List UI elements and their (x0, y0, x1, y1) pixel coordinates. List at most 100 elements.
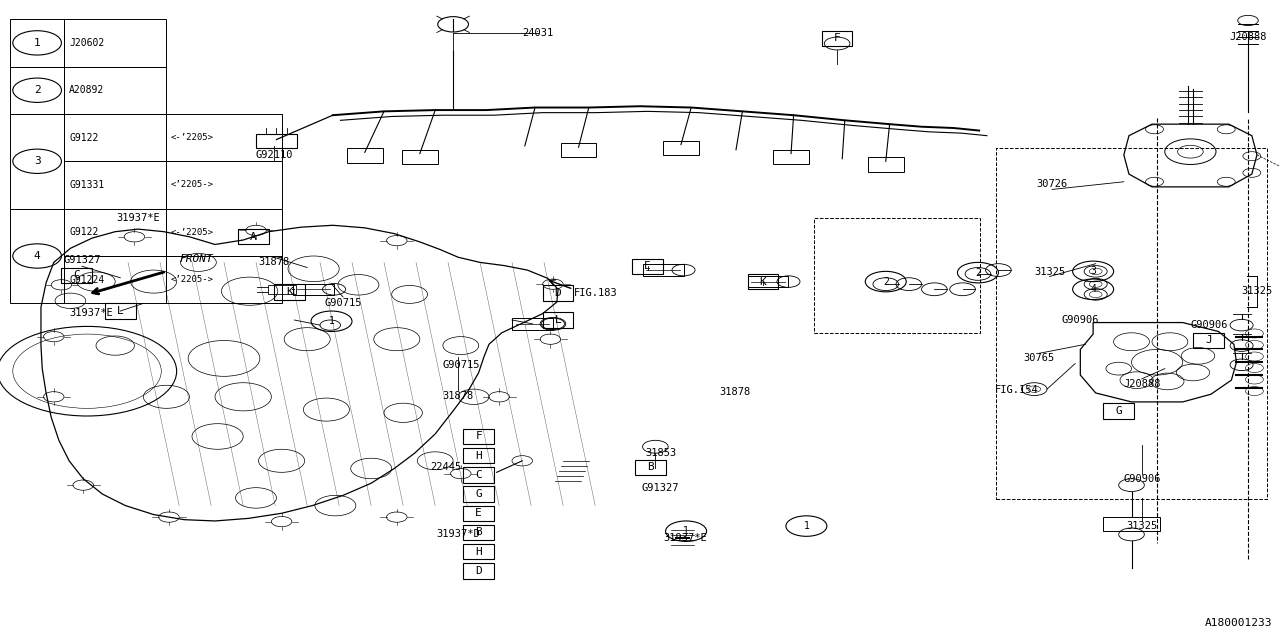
Text: 1: 1 (684, 526, 689, 536)
Bar (1103, 403, 1134, 419)
Bar (256, 134, 297, 148)
Text: 2: 2 (975, 268, 980, 278)
Text: G90906: G90906 (1061, 315, 1100, 325)
Bar (1193, 333, 1224, 348)
Text: G91327: G91327 (63, 255, 101, 265)
Bar (561, 143, 596, 157)
Text: <-’2205>: <-’2205> (170, 133, 214, 142)
Text: F: F (475, 431, 483, 442)
Bar (773, 150, 809, 164)
Bar (543, 285, 573, 301)
Bar (463, 506, 494, 521)
Bar (512, 318, 553, 330)
Text: 2: 2 (33, 85, 41, 95)
Bar (632, 259, 663, 274)
Bar (166, 256, 282, 303)
Text: J: J (1204, 335, 1212, 346)
Text: G9122: G9122 (69, 132, 99, 143)
Text: L: L (554, 315, 562, 325)
Bar (463, 429, 494, 444)
Text: G91331: G91331 (69, 180, 105, 190)
Bar (663, 141, 699, 155)
Text: A: A (250, 232, 257, 242)
Text: K: K (759, 276, 767, 287)
Text: 1: 1 (33, 38, 41, 48)
Bar (996, 148, 1267, 499)
Text: G91327: G91327 (641, 483, 680, 493)
Text: 31937*E: 31937*E (69, 308, 113, 318)
Bar (293, 284, 334, 295)
Text: B: B (475, 527, 483, 538)
Text: <-’2205>: <-’2205> (170, 228, 214, 237)
Text: 31325: 31325 (1126, 521, 1157, 531)
Text: A20892: A20892 (69, 85, 105, 95)
Text: G9122: G9122 (69, 227, 99, 237)
Text: 24031: 24031 (522, 28, 553, 38)
Text: D: D (554, 288, 562, 298)
Bar (238, 229, 269, 244)
Bar (166, 161, 282, 209)
Bar (61, 268, 92, 283)
Text: G90906: G90906 (1123, 474, 1161, 484)
Bar (748, 274, 778, 289)
Text: A180001233: A180001233 (1204, 618, 1272, 628)
Text: 4: 4 (33, 251, 41, 261)
Bar (402, 150, 438, 164)
Text: G91224: G91224 (69, 275, 105, 285)
Bar (64, 256, 166, 303)
Text: 30726: 30726 (1037, 179, 1068, 189)
Text: H: H (475, 451, 483, 461)
Bar (463, 467, 494, 483)
Bar (64, 19, 166, 67)
Text: 31937*D: 31937*D (436, 529, 480, 540)
Text: <’2205->: <’2205-> (170, 275, 214, 284)
Text: 31853: 31853 (645, 448, 676, 458)
Bar (463, 486, 494, 502)
Text: G: G (475, 489, 483, 499)
Text: 31937*E: 31937*E (116, 212, 160, 223)
Bar (748, 276, 788, 287)
Text: 22445: 22445 (430, 462, 461, 472)
Bar (268, 285, 296, 294)
Text: 1: 1 (329, 316, 334, 326)
Text: C: C (73, 270, 81, 280)
Text: G90715: G90715 (442, 360, 480, 370)
Text: 31878: 31878 (719, 387, 750, 397)
Text: 2: 2 (883, 276, 888, 287)
Text: 3: 3 (1091, 266, 1096, 276)
Text: E: E (644, 261, 652, 271)
Text: D: D (475, 566, 483, 576)
Text: 31878: 31878 (259, 257, 289, 268)
Bar (643, 264, 684, 276)
Bar (166, 114, 282, 161)
Text: H: H (475, 547, 483, 557)
Text: FRONT: FRONT (179, 253, 212, 264)
Text: J20602: J20602 (69, 38, 105, 48)
Text: FIG.183: FIG.183 (573, 288, 617, 298)
Bar (10, 19, 64, 67)
Text: J20888: J20888 (1229, 32, 1267, 42)
Bar (543, 312, 573, 328)
Bar (274, 284, 305, 300)
Text: 1: 1 (804, 521, 809, 531)
Text: L: L (116, 306, 124, 316)
Text: B: B (646, 462, 654, 472)
Bar (1103, 517, 1160, 531)
Bar (635, 460, 666, 475)
Bar (822, 31, 852, 46)
Text: K: K (285, 287, 293, 297)
Text: FIG.154: FIG.154 (995, 385, 1038, 396)
Text: G90906: G90906 (1190, 320, 1229, 330)
Bar (64, 161, 166, 209)
Bar (10, 209, 64, 303)
Bar (463, 448, 494, 463)
Bar (868, 157, 904, 172)
Text: 4: 4 (1091, 284, 1096, 294)
Text: 3: 3 (33, 156, 41, 166)
Bar (463, 563, 494, 579)
Bar (64, 67, 166, 114)
Text: J20888: J20888 (1123, 379, 1161, 389)
Text: 30765: 30765 (1024, 353, 1055, 364)
Text: 31325: 31325 (1242, 286, 1272, 296)
Text: C: C (475, 470, 483, 480)
